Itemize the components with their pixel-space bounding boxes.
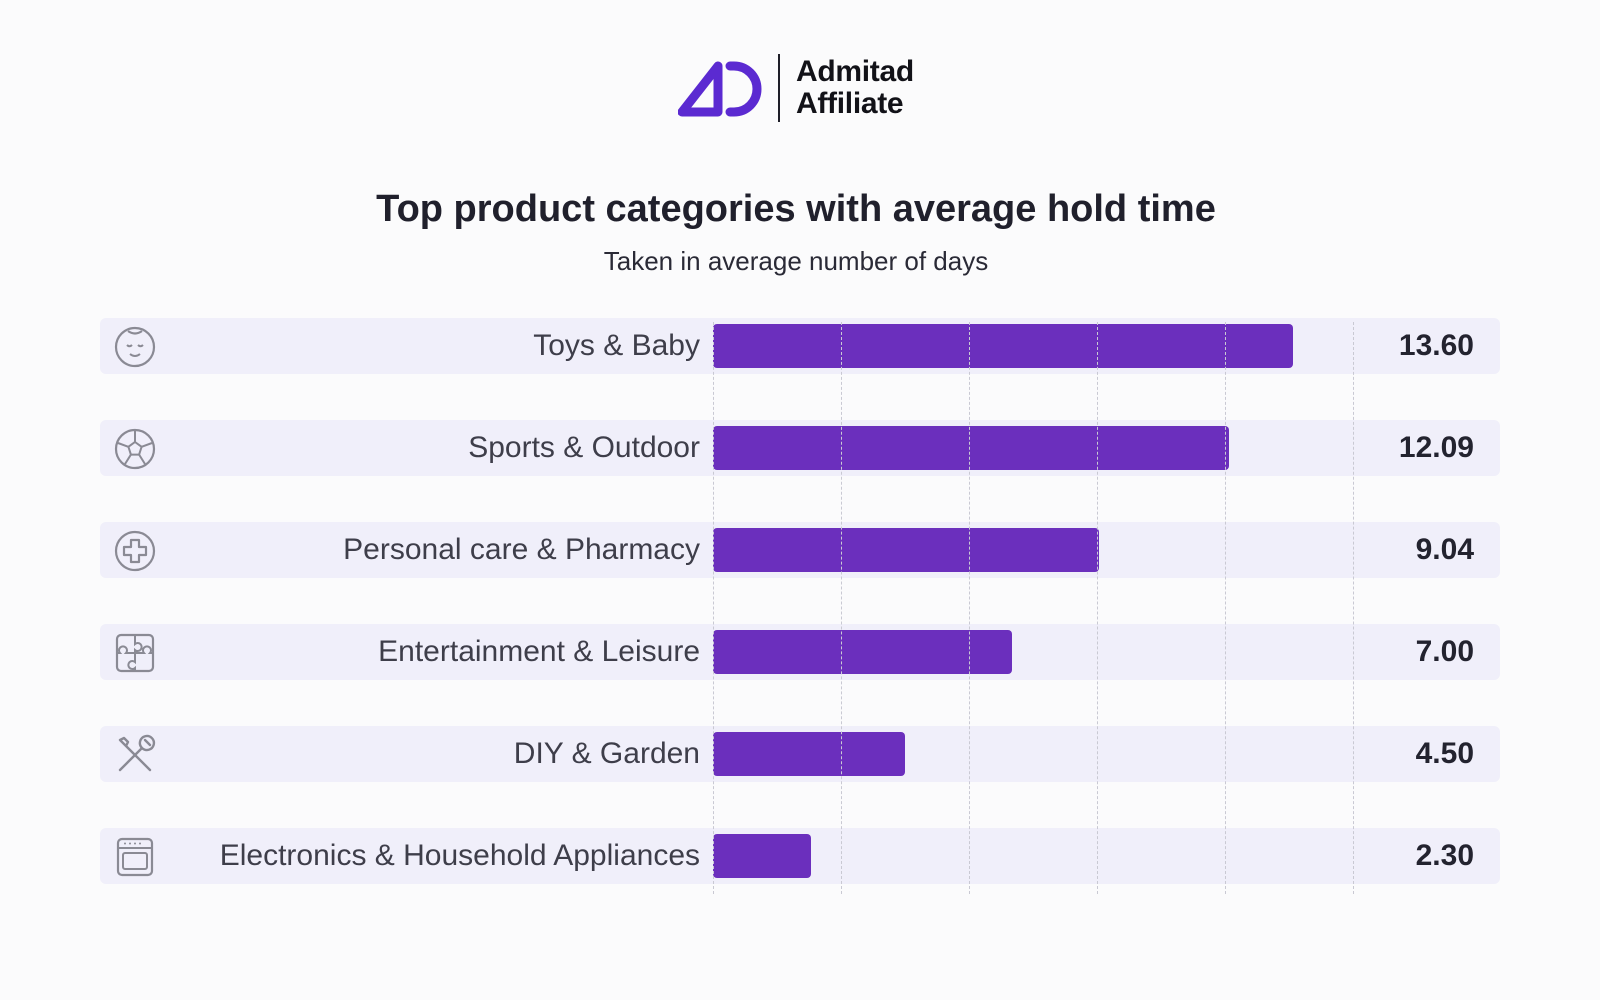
category-label: Personal care & Pharmacy [343, 533, 700, 566]
gridline [1097, 322, 1098, 894]
brand-name-line1: Admitad [796, 55, 914, 88]
logo-text: Admitad Affiliate [796, 56, 914, 120]
baby-face-icon [114, 326, 156, 368]
value-label: 9.04 [1415, 533, 1474, 566]
category-row: Entertainment & Leisure 7.00 [100, 624, 1500, 680]
bar [713, 528, 1099, 572]
brand-logo: Admitad Affiliate [678, 54, 914, 122]
bar [713, 630, 1012, 674]
admitad-logo-icon [678, 61, 762, 117]
category-label: Entertainment & Leisure [378, 635, 700, 668]
category-row: Electronics & Household Appliances 2.30 [100, 828, 1500, 884]
value-label: 7.00 [1415, 635, 1474, 668]
category-label: Electronics & Household Appliances [219, 839, 700, 872]
soccer-ball-icon [114, 428, 156, 470]
category-row: DIY & Garden 4.50 [100, 726, 1500, 782]
value-label: 13.60 [1398, 329, 1474, 362]
oven-icon [116, 837, 154, 877]
value-label: 12.09 [1398, 431, 1474, 464]
medical-cross-icon [114, 530, 156, 572]
brand-name-line2: Affiliate [796, 87, 904, 120]
chart-title: Top product categories with average hold… [376, 188, 1216, 230]
gridline [841, 322, 842, 894]
gridline [713, 322, 714, 894]
category-label: DIY & Garden [513, 737, 700, 770]
gridline [1225, 322, 1226, 894]
category-row: Sports & Outdoor 12.09 [100, 420, 1500, 476]
gridline [1353, 322, 1354, 894]
category-row: Toys & Baby 13.60 [100, 318, 1500, 374]
category-label: Sports & Outdoor [468, 431, 700, 464]
bar [713, 732, 905, 776]
value-label: 2.30 [1415, 839, 1474, 872]
puzzle-piece-icon [115, 633, 155, 673]
category-row: Personal care & Pharmacy 9.04 [100, 522, 1500, 578]
gridline [969, 322, 970, 894]
bar [713, 834, 812, 878]
bar [713, 324, 1294, 368]
logo-divider [778, 54, 780, 122]
value-label: 4.50 [1415, 737, 1474, 770]
chart-subtitle: Taken in average number of days [603, 246, 989, 276]
category-label: Toys & Baby [533, 329, 700, 362]
tools-icon [118, 734, 156, 772]
bar [713, 426, 1229, 470]
